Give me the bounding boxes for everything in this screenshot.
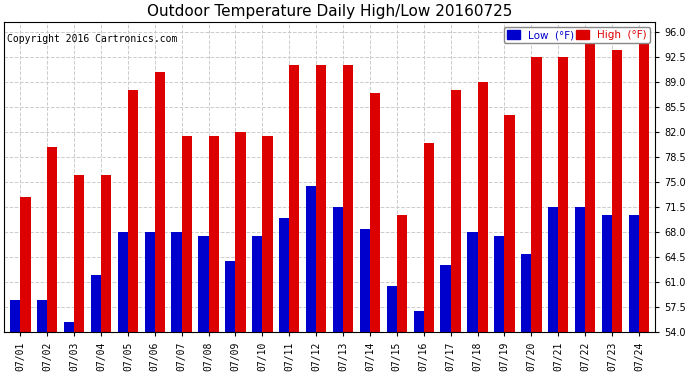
Bar [316,64,326,332]
Bar [451,90,461,332]
Bar [181,136,192,332]
Legend: Low  (°F), High  (°F): Low (°F), High (°F) [504,27,650,43]
Bar [252,236,262,332]
Bar [397,214,407,332]
Bar [279,218,289,332]
Bar [629,214,639,332]
Bar [424,143,434,332]
Bar [198,236,208,332]
Bar [521,254,531,332]
Bar [467,232,477,332]
Bar [10,300,20,332]
Title: Outdoor Temperature Daily High/Low 20160725: Outdoor Temperature Daily High/Low 20160… [147,4,512,19]
Bar [262,136,273,332]
Bar [145,232,155,332]
Bar [440,265,451,332]
Bar [602,214,612,332]
Bar [155,72,165,332]
Bar [101,175,111,332]
Bar [47,147,57,332]
Bar [494,236,504,332]
Bar [37,300,47,332]
Bar [413,311,424,332]
Bar [333,207,343,332]
Bar [74,175,84,332]
Bar [548,207,558,332]
Bar [504,115,515,332]
Bar [359,229,370,332]
Bar [575,207,585,332]
Bar [171,232,181,332]
Bar [370,93,380,332]
Bar [343,64,353,332]
Bar [208,136,219,332]
Bar [585,32,595,332]
Bar [612,50,622,332]
Bar [531,57,542,332]
Bar [64,322,74,332]
Bar [639,40,649,332]
Bar [558,57,569,332]
Bar [289,64,299,332]
Bar [306,186,316,332]
Bar [128,90,138,332]
Bar [225,261,235,332]
Bar [477,82,488,332]
Bar [235,132,246,332]
Bar [20,197,30,332]
Text: Copyright 2016 Cartronics.com: Copyright 2016 Cartronics.com [8,34,178,44]
Bar [386,286,397,332]
Bar [118,232,128,332]
Bar [91,275,101,332]
